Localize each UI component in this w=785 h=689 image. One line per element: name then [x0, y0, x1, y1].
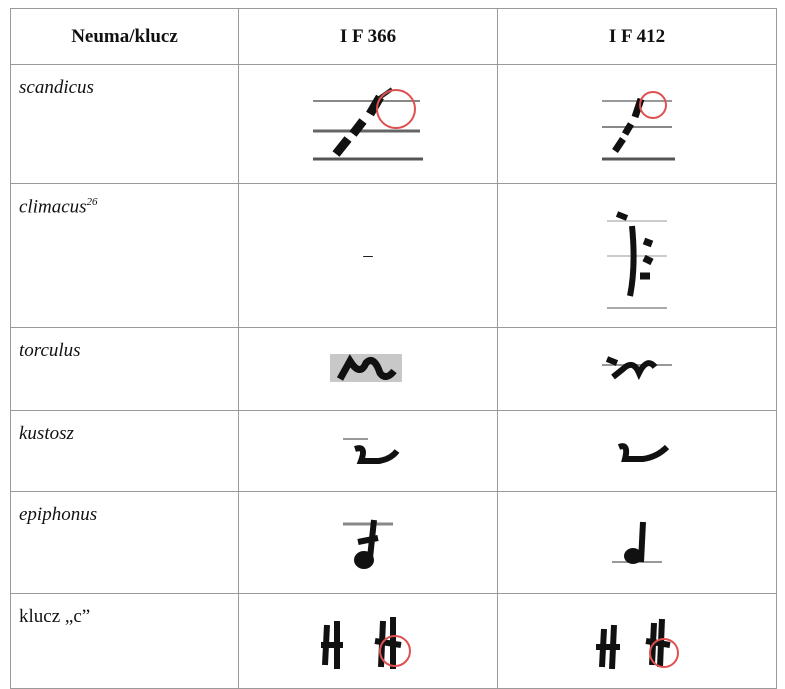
neume-image [602, 91, 675, 161]
row-name: torculus [10, 327, 239, 411]
name-text: scandicus [19, 77, 94, 98]
image-cell [238, 64, 498, 184]
image-cell [497, 327, 777, 411]
row-name: scandicus [10, 64, 239, 184]
header-cell: I F 412 [497, 8, 777, 65]
neume-table: Neuma/klucz I F 366 I F 412 scandicus [10, 8, 777, 689]
footnote-ref: 26 [86, 196, 98, 208]
image-cell [497, 183, 777, 328]
header-cell: I F 366 [238, 8, 498, 65]
neume-image [313, 87, 423, 161]
row-name: kustosz [10, 410, 239, 492]
neume-image [607, 210, 667, 309]
row: epiphonus [10, 491, 777, 594]
image-cell [238, 491, 498, 594]
name-text: climacus [19, 196, 87, 218]
neume-image [343, 519, 393, 569]
neume-image [321, 617, 411, 669]
image-cell: – [238, 183, 498, 328]
image-cell [497, 410, 777, 492]
image-cell [238, 327, 498, 411]
row: kustosz [10, 410, 777, 492]
header-row: Neuma/klucz I F 366 I F 412 [10, 8, 777, 65]
row: klucz „c” [10, 593, 777, 689]
name-text: kustosz [19, 423, 74, 444]
row-name: epiphonus [10, 491, 239, 594]
neume-image [612, 521, 662, 564]
row: torculus [10, 327, 777, 411]
image-cell [238, 593, 498, 689]
name-text: epiphonus [19, 504, 98, 525]
row: scandicus [10, 64, 777, 184]
neume-image [602, 356, 672, 381]
image-cell [238, 410, 498, 492]
neume-image [330, 354, 402, 382]
missing-mark: – [363, 244, 373, 266]
image-cell [497, 491, 777, 594]
row-name: klucz „c” [10, 593, 239, 689]
neume-image [596, 618, 679, 670]
row: climacus26 – [10, 183, 777, 328]
header-cell: Neuma/klucz [10, 8, 239, 65]
image-cell [497, 593, 777, 689]
image-cell [497, 64, 777, 184]
row-name: climacus26 [10, 183, 239, 328]
name-text: klucz „c” [19, 606, 91, 627]
name-text: torculus [19, 340, 81, 361]
neume-image [343, 438, 400, 464]
neume-image [617, 443, 670, 462]
